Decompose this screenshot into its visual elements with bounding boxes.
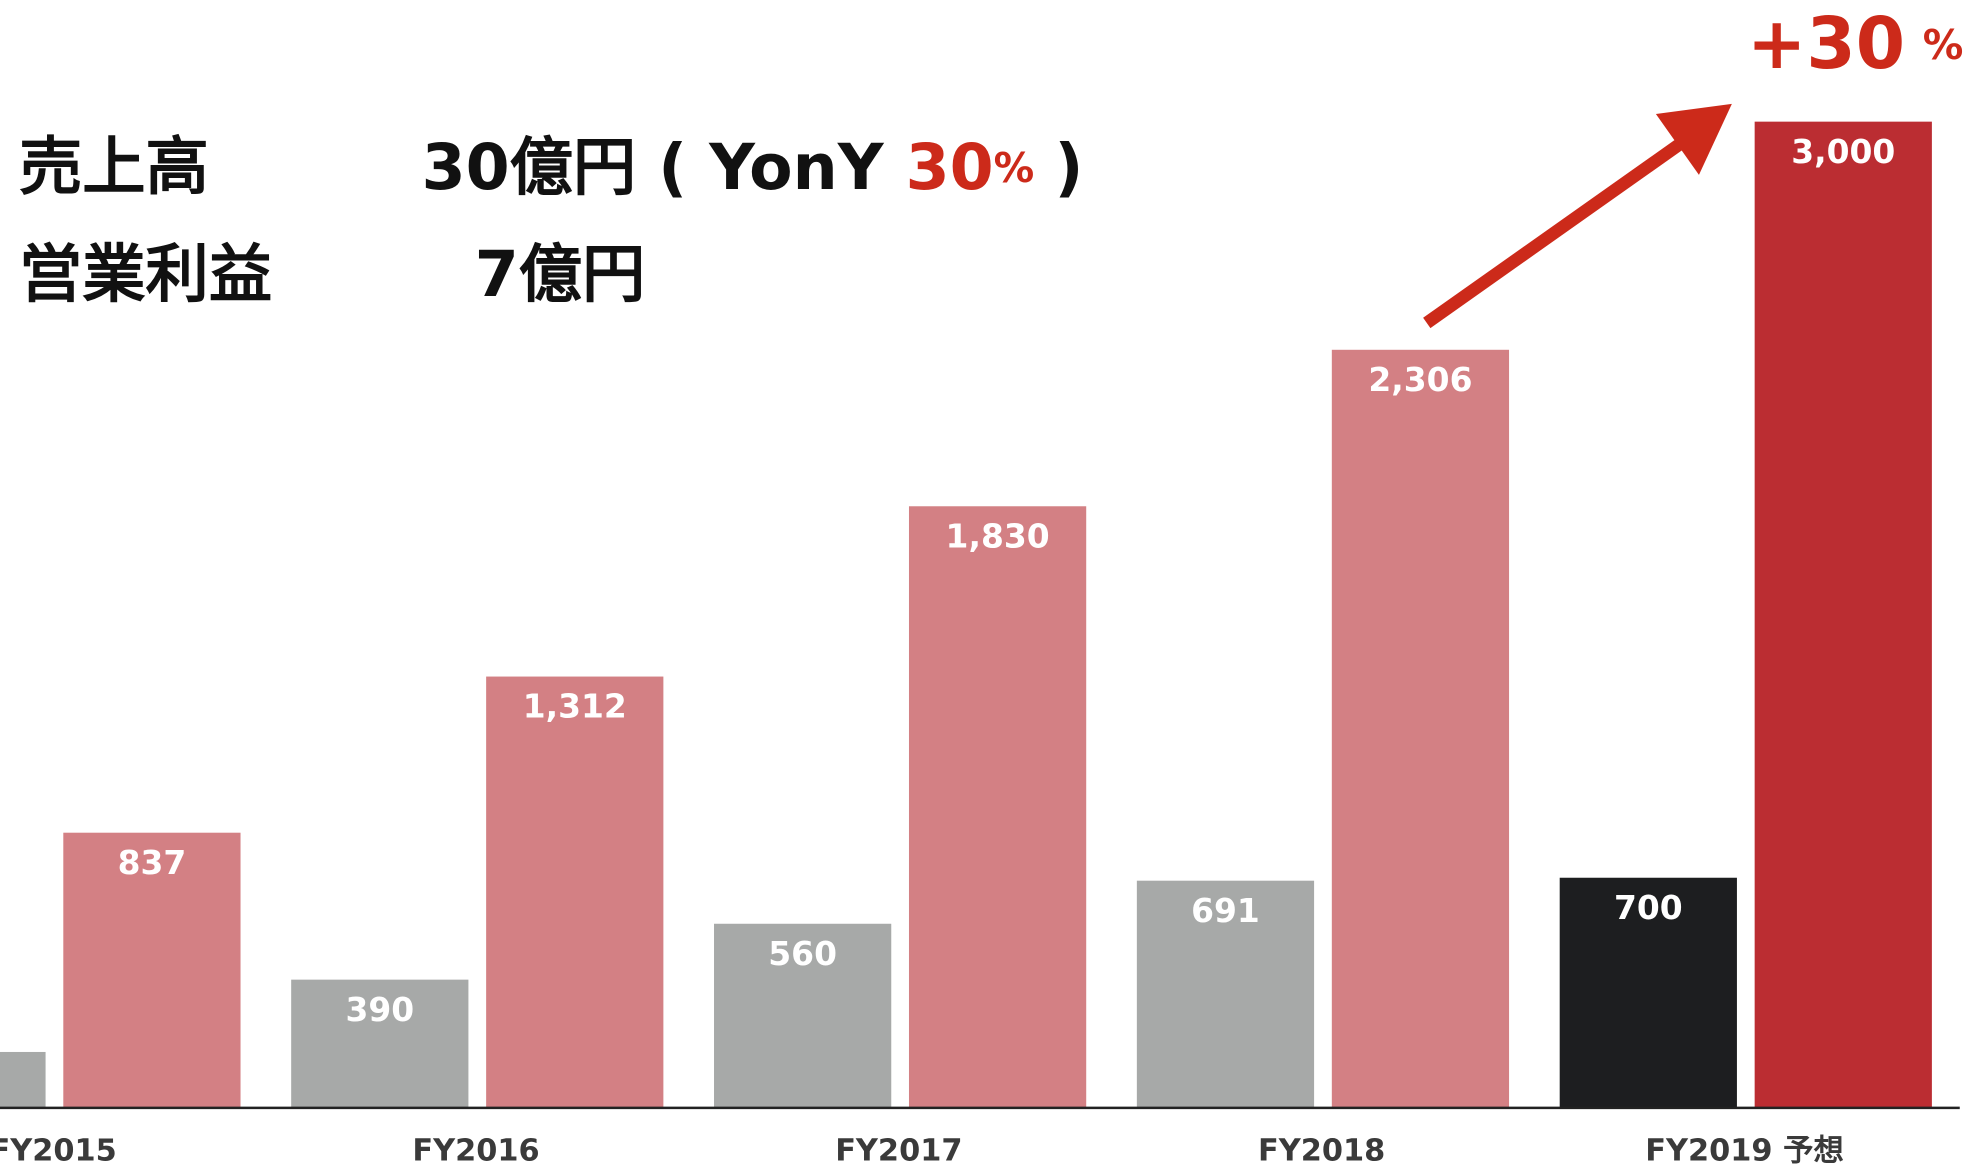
bar [714, 923, 892, 1108]
x-tick-label: FY2016 [412, 1134, 539, 1169]
bar [1331, 349, 1510, 1108]
headline-unit: % [994, 144, 1035, 192]
headline-tail: ) [1055, 130, 1084, 204]
headline-value: 30億円 ( YonY 30%) [422, 130, 1084, 204]
arrow-head [1655, 103, 1732, 175]
bar [1754, 121, 1932, 1108]
x-tick-label: FY2015 [0, 1134, 117, 1169]
headline-value: 7億円 [475, 237, 646, 311]
annotation-text: +30 [1747, 2, 1905, 85]
x-tick-label: FY2017 [835, 1134, 962, 1169]
value-label: 3,000 [1791, 132, 1895, 171]
headline-label: 売上高 [19, 130, 209, 204]
headline-highlight: 30 [906, 130, 994, 204]
value-label: 700 [1614, 888, 1683, 927]
value-label: 2,306 [1368, 360, 1472, 399]
value-label: 1,830 [946, 516, 1050, 555]
bar [908, 506, 1087, 1108]
bar [1559, 877, 1737, 1108]
annotation: +30% [1747, 2, 1963, 85]
bar [486, 676, 664, 1108]
bar [63, 832, 241, 1108]
value-label: 1,312 [523, 687, 627, 726]
headline-text: 30億円 ( YonY [422, 130, 906, 204]
value-label: 560 [768, 934, 837, 973]
x-tick-label: FY2018 [1258, 1134, 1385, 1169]
value-label: 691 [1191, 891, 1260, 930]
headline-label: 営業利益 [19, 237, 272, 311]
bar [1136, 880, 1315, 1108]
value-label: 390 [345, 990, 414, 1029]
bar [0, 1051, 46, 1108]
value-label: 837 [118, 843, 187, 882]
x-tick-label: FY2019 予想 [1645, 1134, 1844, 1169]
annotation-unit: % [1923, 21, 1964, 69]
arrow-shaft [1423, 131, 1694, 329]
bar [291, 979, 469, 1108]
